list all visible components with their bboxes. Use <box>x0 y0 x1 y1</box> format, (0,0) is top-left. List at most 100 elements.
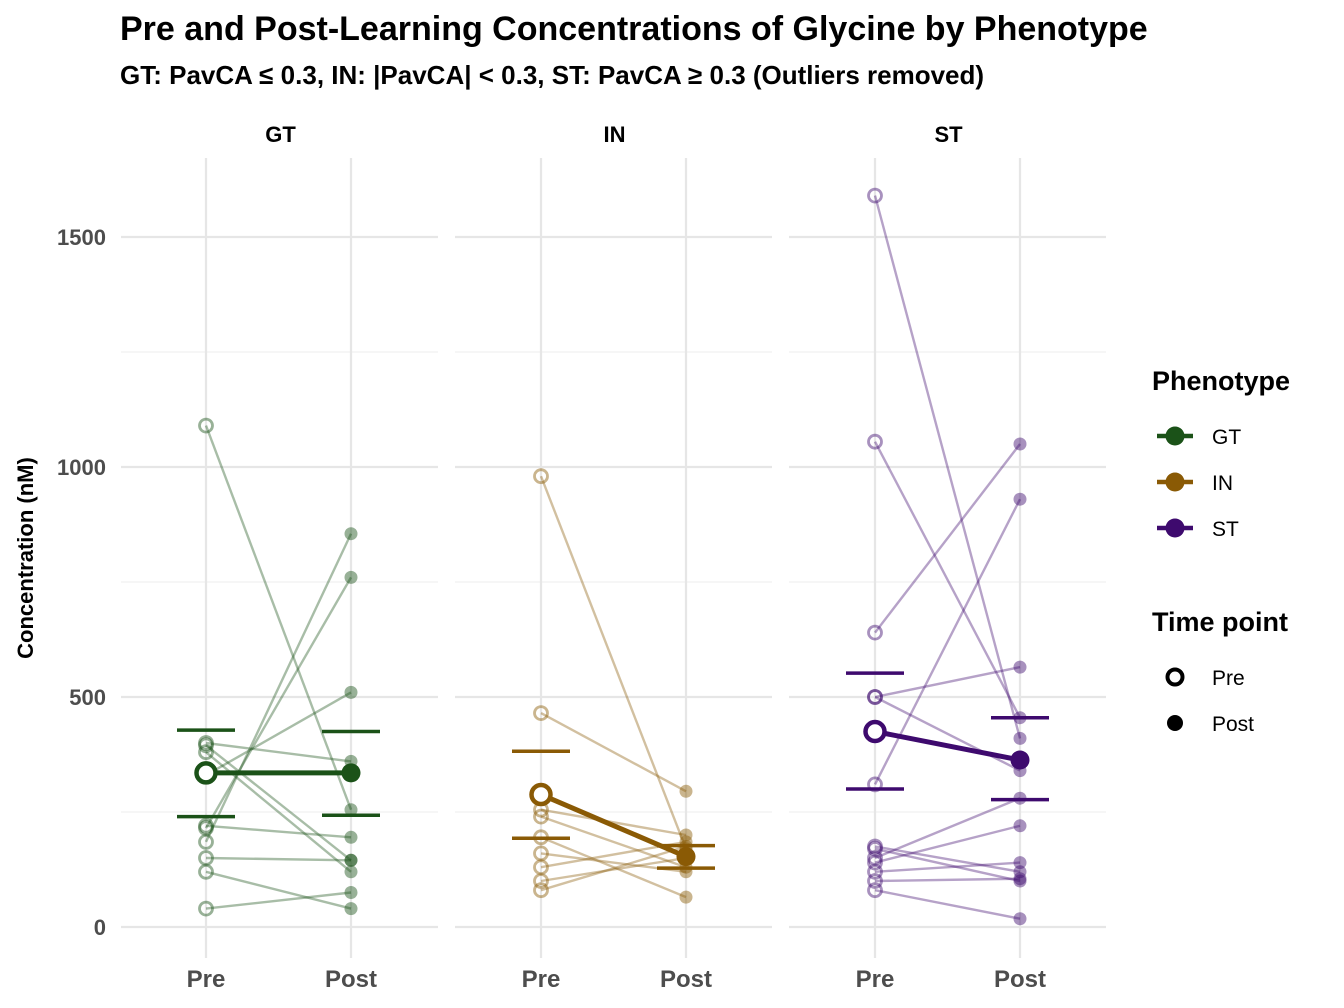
subject-line <box>540 856 687 883</box>
pre-point <box>867 689 883 705</box>
post-point <box>679 784 693 798</box>
post-point <box>344 886 358 899</box>
legend-key-point <box>1165 426 1185 446</box>
pre-point <box>867 187 883 204</box>
pre-point <box>198 417 214 434</box>
post-point <box>679 890 693 904</box>
legend-label-in: IN <box>1212 472 1233 495</box>
post-point <box>1013 492 1027 506</box>
post-point <box>1013 872 1027 886</box>
pre-point <box>867 882 883 899</box>
subject-line <box>874 845 1021 873</box>
facet-label-in: IN <box>604 122 626 147</box>
post-point <box>344 865 358 879</box>
x-tick-label: Pre <box>522 966 561 993</box>
post-point <box>1013 865 1027 879</box>
mean-line <box>874 729 1021 763</box>
pre-point <box>867 433 883 450</box>
post-point <box>679 828 693 842</box>
chart-title: Pre and Post-Learning Concentrations of … <box>120 10 1148 48</box>
x-tick-label: Pre <box>856 966 895 993</box>
mean-post-point <box>676 847 696 867</box>
mean-pre-point <box>863 719 887 744</box>
pre-point <box>533 705 549 721</box>
mean-line <box>540 792 687 859</box>
pre-point <box>533 845 549 862</box>
mean-pre-point <box>529 782 553 807</box>
pre-point <box>867 873 883 889</box>
time-point-legend-title: Time point <box>1152 607 1289 637</box>
phenotype-legend-title: Phenotype <box>1152 366 1291 396</box>
y-tick-label: 1000 <box>57 455 106 480</box>
post-point <box>344 527 358 541</box>
subject-line <box>874 847 1021 883</box>
pre-point <box>198 820 214 836</box>
pre-point <box>867 689 883 705</box>
pre-point <box>867 776 883 793</box>
subject-line <box>874 861 1021 873</box>
pre-point <box>198 744 214 761</box>
subject-line <box>204 533 353 843</box>
subject-line <box>205 870 352 910</box>
post-point <box>344 853 358 867</box>
subject-line <box>205 824 352 839</box>
post-point <box>1013 437 1027 451</box>
pre-point <box>198 834 214 850</box>
legend-label-pre: Pre <box>1212 667 1245 690</box>
post-point <box>344 685 358 699</box>
subject-line <box>205 691 352 777</box>
subject-line <box>205 741 352 763</box>
post-point <box>1013 660 1027 674</box>
subject-line <box>873 195 1022 739</box>
pre-point <box>867 850 883 866</box>
subject-line <box>874 695 1021 772</box>
subject-line <box>540 836 687 899</box>
subject-line <box>205 744 352 862</box>
x-tick-label: Pre <box>187 966 226 993</box>
pre-point <box>867 863 883 880</box>
x-tick-label: Post <box>994 966 1046 993</box>
subject-line <box>204 425 353 811</box>
post-point <box>344 570 358 584</box>
subject-line <box>540 808 687 837</box>
y-tick-label: 0 <box>94 915 106 940</box>
x-tick-label: Post <box>325 966 377 993</box>
subject-line <box>205 856 352 862</box>
post-point <box>1013 856 1027 870</box>
legend-key-point <box>1165 472 1185 492</box>
pre-point <box>533 859 549 876</box>
legend-key-post <box>1167 715 1183 731</box>
time-point-legend: Time point <box>1152 607 1288 638</box>
pre-point <box>533 808 549 825</box>
y-tick-label: 1500 <box>57 225 106 250</box>
legend-label-post: Post <box>1212 713 1254 736</box>
post-point <box>1013 819 1027 833</box>
subject-line <box>874 665 1021 699</box>
subject-line <box>540 815 687 869</box>
mean-post-point <box>1010 750 1030 770</box>
post-point <box>1013 912 1027 926</box>
y-tick-label: 500 <box>69 685 106 710</box>
subject-line <box>874 889 1021 920</box>
y-axis-label: Concentration (nM) <box>13 457 38 659</box>
subject-line <box>874 443 1021 634</box>
pre-point <box>198 817 214 834</box>
pre-point <box>867 838 883 855</box>
subject-line <box>204 576 353 829</box>
legend-label-gt: GT <box>1212 426 1241 449</box>
pre-point <box>533 468 549 485</box>
pre-point <box>867 840 883 857</box>
phenotype-legend: Phenotype <box>1152 366 1290 397</box>
pre-point <box>533 873 549 889</box>
post-point <box>344 803 358 817</box>
facet-label-gt: GT <box>265 122 296 147</box>
pre-point <box>198 900 214 917</box>
pre-point <box>198 737 214 754</box>
pre-point <box>198 850 214 866</box>
subject-line <box>540 845 687 892</box>
post-point <box>1013 731 1027 745</box>
pre-point <box>198 735 214 751</box>
post-point <box>1013 874 1027 888</box>
pre-point <box>867 624 883 641</box>
